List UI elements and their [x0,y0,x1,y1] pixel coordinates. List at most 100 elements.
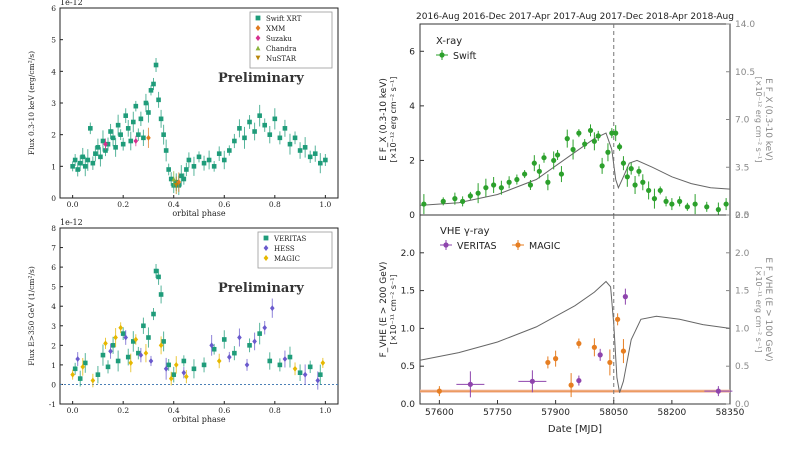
data-point [136,132,141,137]
data-point [108,129,113,134]
data-point [173,361,179,368]
data-point [237,334,242,341]
legend-entry-xmm: XMM [266,25,285,33]
data-point [242,135,247,141]
y-left-tick-label: 0.5 [401,362,415,372]
y-tick-label: 5 [51,36,56,45]
data-point [143,350,149,357]
data-point [646,187,652,194]
data-point [318,372,323,377]
data-point [103,340,108,347]
y-tick-label: 8 [51,224,56,233]
vhe_phase-panel: 1e-12 0.0 0.2 0.4 0.6 0.8 1.0 -1 0 1 2 3 4 5 6 7 8 orbita… [27,218,339,424]
legend-marker [255,15,261,21]
data-point [272,116,278,122]
data-point [529,378,535,384]
data-point [475,190,481,196]
data-point [640,179,646,185]
data-point [184,167,189,172]
y-left-tick-label: 4 [409,102,415,112]
x-tick-label: 0.6 [218,406,230,415]
data-point [287,354,293,360]
data-point [82,164,88,169]
data-point [166,362,171,368]
data-point [191,164,197,169]
legend-entry-nustar: NuSTAR [266,55,297,63]
legend-box [249,11,333,69]
y-axis-label: Flux 0.3-10 keV (erg/cm²/s) [27,51,36,155]
data-point [663,198,669,204]
data-point [110,343,116,348]
data-point [191,366,197,372]
data-point [597,352,603,358]
data-point [72,157,78,163]
data-point [692,201,698,207]
x-tick-label: 0.8 [269,200,281,209]
data-point [257,113,262,118]
data-point [616,144,623,150]
data-point [95,145,101,150]
x-tick-label: 58350 [716,408,745,418]
legend-title: VHE γ-ray [440,226,490,237]
data-point [545,179,551,185]
model-curve [419,280,731,393]
data-point [166,167,171,172]
y-right-tick-label: 3.5 [735,163,749,173]
data-point [297,148,303,153]
data-point [605,149,611,155]
y-tick-label: 0 [51,380,56,389]
data-point [143,100,149,106]
x-tick-label: 0.2 [117,200,129,209]
data-point [105,141,111,147]
y-right-tick-label: 0.0 [735,211,750,221]
data-point [110,135,116,141]
data-point [179,173,184,179]
data-point [103,141,108,148]
legend: Swift XRT XMM Suzaku Chandra NuSTAR [249,11,333,69]
data-point [211,346,217,352]
data-point [715,388,721,394]
legend-marker [263,245,269,251]
data-point [138,116,144,122]
x-axis-label: orbital phase [172,209,226,218]
data-point [130,119,136,125]
data-point [297,370,303,376]
data-point [163,148,169,153]
data-point [141,135,146,141]
data-point [684,204,690,210]
y-left-tick-label: 0 [409,211,415,221]
data-point [615,316,621,322]
legend: VERITAS HESS MAGIC [257,231,333,269]
y-left-tick-label: 1.5 [401,287,415,297]
data-point [576,130,582,136]
data-point [113,145,118,150]
data-point [564,136,570,142]
legend-entry-veritas: VERITAS [273,235,307,243]
data-point [315,377,321,384]
data-point [704,204,710,210]
data-point [624,174,630,180]
y-tick-label: 2 [51,341,56,350]
y-right-tick-label: 14.0 [735,20,755,30]
y-right-tick-label: 2.5 [735,211,749,221]
legend-entry-swift: Swift [453,51,477,62]
y-tick-label: -1 [49,400,56,409]
data-point [622,294,628,300]
data-point [232,350,237,356]
data-point [128,138,134,144]
legend-entry-magic: MAGIC [529,241,561,252]
data-point [302,371,308,378]
y-left-tick-label: 6 [409,47,415,57]
y-right-tick-label: 0.5 [735,362,749,372]
legend-entry-chandra: Chandra [266,45,297,53]
data-point [158,342,164,349]
data-point [421,201,427,207]
data-point [181,369,187,376]
x-axis-label: Date [MJD] [548,424,602,435]
data-point [136,350,141,356]
data-point [607,359,613,366]
legend-entry-hess: HESS [274,245,295,253]
data-point [570,146,576,153]
y-right-tick-label: 2.0 [735,249,750,259]
data-point [452,196,458,202]
